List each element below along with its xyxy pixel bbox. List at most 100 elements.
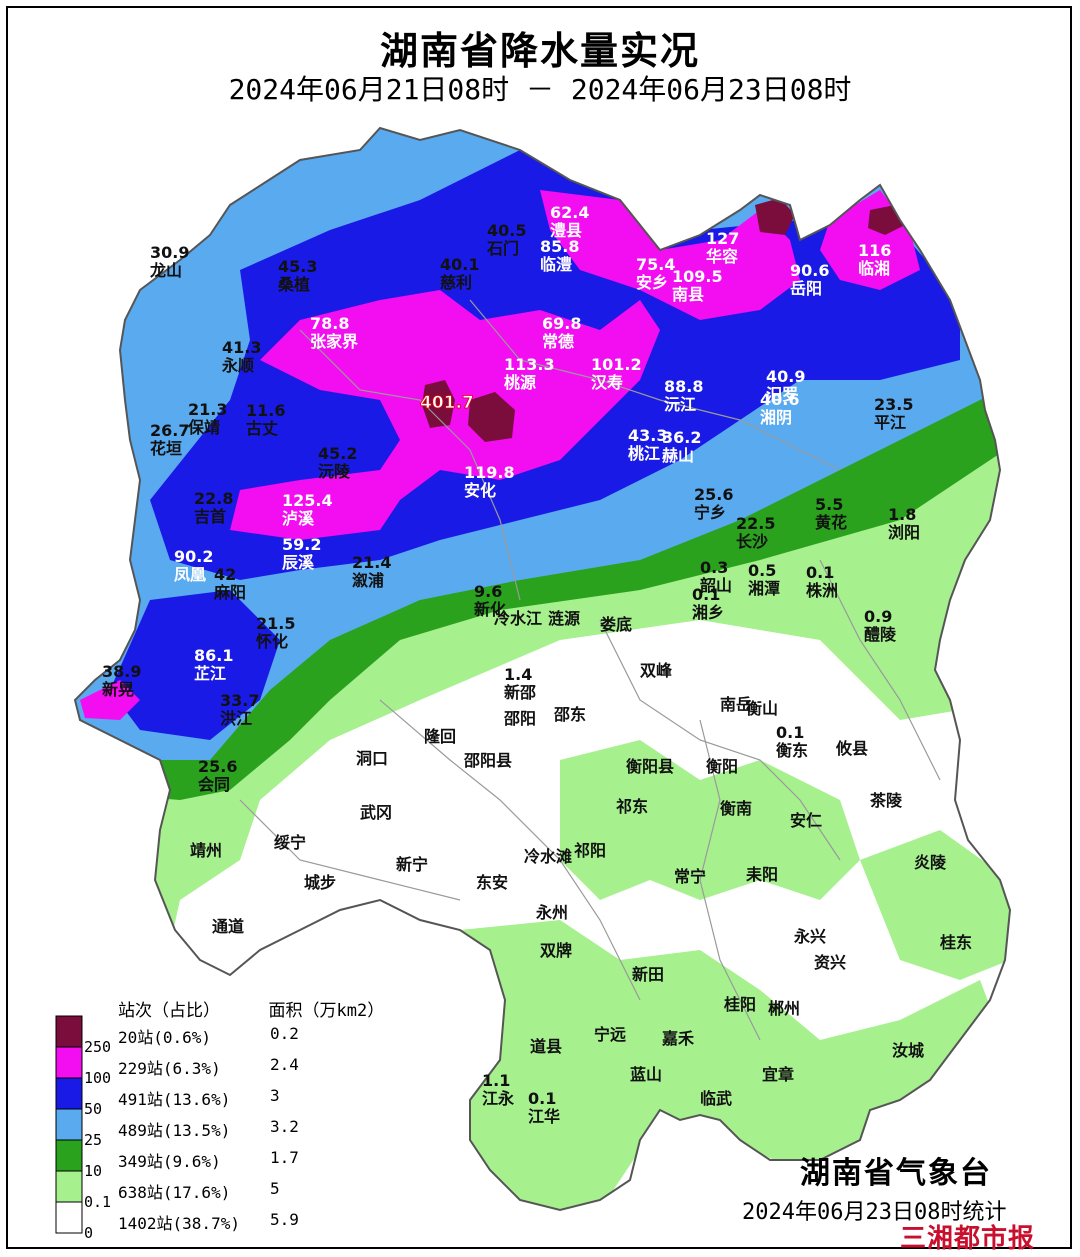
county-name: 隆回	[424, 727, 456, 746]
station-value: 21.3	[188, 400, 227, 419]
county-name: 邵阳	[503, 709, 536, 728]
map-title: 湖南省降水量实况	[379, 29, 700, 73]
station-name: 安化	[464, 481, 496, 500]
county-name: 郴州	[768, 999, 800, 1018]
legend-area: 3	[270, 1086, 280, 1105]
county-name: 衡南	[720, 799, 752, 818]
county-name: 永兴	[793, 927, 826, 946]
zone-250-plus-a	[422, 380, 455, 428]
legend-stations: 20站(0.6%)	[118, 1028, 212, 1047]
station-value: 69.8	[542, 314, 581, 333]
county-name: 通道	[212, 917, 244, 936]
legend-stations: 349站(9.6%)	[118, 1152, 221, 1171]
zone-0-1-10-south-a	[560, 740, 860, 900]
station-value: 9.6	[474, 582, 502, 601]
station-name: 临湘	[858, 259, 890, 278]
station-value: 125.4	[282, 491, 333, 510]
station-name: 洪江	[220, 709, 252, 728]
county-name: 祁阳	[574, 841, 606, 860]
county-name: 新田	[632, 965, 664, 984]
station-value: 85.8	[540, 237, 579, 256]
county-name: 新宁	[396, 855, 428, 874]
station-name: 湘乡	[692, 603, 724, 622]
station-name: 宁乡	[694, 503, 726, 522]
station-name: 南县	[672, 285, 704, 304]
station-name: 怀化	[256, 632, 288, 651]
station-name: 永顺	[221, 356, 254, 375]
county-name: 涟源	[548, 609, 580, 628]
station-value: 109.5	[672, 267, 723, 286]
station-value: 90.6	[790, 261, 829, 280]
station-value: 5.5	[815, 495, 843, 514]
station-value: 25.6	[198, 757, 237, 776]
county-name: 炎陵	[914, 853, 947, 872]
station-value: 0.9	[864, 607, 892, 626]
station-value: 0.3	[700, 558, 728, 577]
station-value: 22.8	[194, 489, 233, 508]
station-value: 30.9	[150, 243, 189, 262]
station-name: 桑植	[277, 275, 310, 294]
station-name: 湘潭	[748, 579, 780, 598]
county-name: 宁远	[594, 1025, 626, 1044]
county-name: 桂东	[939, 933, 972, 952]
statistics-time: 2024年06月23日08时统计	[742, 1200, 1007, 1225]
station-name: 长沙	[736, 532, 768, 551]
zone-50-100-west	[110, 590, 280, 740]
legend-swatch	[55, 1108, 83, 1141]
station-name: 湘阴	[760, 408, 792, 427]
station-name: 韶山	[700, 576, 732, 595]
county-name: 衡阳	[706, 757, 738, 776]
county-name: 蓝山	[630, 1065, 662, 1084]
station-name: 凤凰	[174, 565, 206, 584]
station-value: 0.1	[528, 1089, 556, 1108]
county-name: 冷水滩	[524, 847, 572, 866]
station-value: 127	[706, 229, 739, 248]
legend-area: 2.4	[270, 1055, 299, 1074]
county-name: 资兴	[814, 953, 846, 972]
zone-0-1-10-south-b	[450, 920, 1010, 1210]
station-name: 醴陵	[864, 625, 897, 644]
legend-col-area: 面积（万km2）	[268, 1001, 385, 1021]
station-name: 新化	[474, 600, 506, 619]
map-frame	[6, 6, 1072, 1249]
county-name: 永州	[535, 903, 568, 922]
legend-area: 5.9	[270, 1210, 299, 1229]
station-name: 沅陵	[318, 462, 351, 481]
county-name: 绥宁	[274, 833, 306, 852]
station-name: 常德	[542, 332, 574, 351]
station-name: 石门	[486, 239, 519, 258]
legend-header: 站次（占比） 面积（万km2）	[118, 996, 384, 1021]
map-period: 2024年06月21日08时 － 2024年06月23日08时	[228, 73, 852, 106]
station-value: 0.1	[806, 563, 834, 582]
station-value: 0.1	[692, 585, 720, 604]
zone-100-250-sw	[80, 680, 140, 720]
station-value: 116	[858, 241, 891, 260]
station-name: 慈利	[440, 273, 472, 292]
station-name: 汉寿	[591, 373, 623, 392]
station-value: 78.8	[310, 314, 349, 333]
station-name: 桃源	[504, 373, 536, 392]
station-name: 澧县	[550, 221, 582, 240]
county-boundaries	[239, 299, 941, 1041]
legend-swatch	[55, 1201, 83, 1234]
station-name: 溆浦	[352, 571, 384, 590]
station-name: 衡东	[776, 741, 808, 760]
county-name: 攸县	[835, 739, 868, 758]
county-name: 道县	[530, 1037, 562, 1056]
county-name: 宜章	[762, 1065, 794, 1084]
station-value: 40.6	[760, 390, 799, 409]
station-value: 45.3	[278, 257, 317, 276]
rain-zones	[75, 128, 1010, 1210]
station-name: 安乡	[636, 273, 668, 292]
legend-swatch	[55, 1170, 83, 1203]
station-value: 21.5	[256, 614, 295, 633]
station-name: 保靖	[187, 418, 220, 437]
station-name: 花垣	[150, 439, 182, 458]
zone-250-plus-b	[468, 392, 515, 442]
legend-swatch	[55, 1077, 83, 1110]
county-name: 耒阳	[745, 865, 778, 884]
legend-area: 5	[270, 1179, 280, 1198]
station-value: 25.6	[694, 485, 733, 504]
station-value: 88.8	[664, 377, 703, 396]
